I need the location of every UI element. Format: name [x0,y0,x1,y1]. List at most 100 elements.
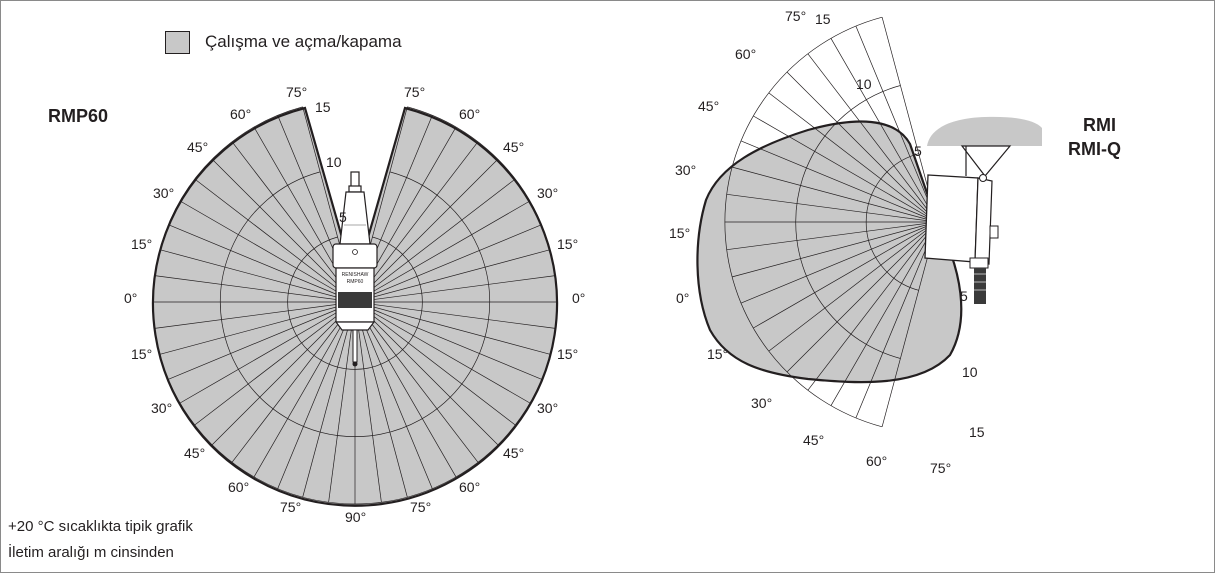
rmp60-ring-label-10: 10 [326,154,342,170]
rmp60-angle-line [354,249,551,303]
probe-brand-text: RENISHAW [342,272,369,278]
rmp60-angle-line [211,301,356,446]
rmp60-ring-label-5: 5 [339,209,347,225]
rmp60-angle-line [211,158,356,303]
rmi-angle-line [786,71,938,223]
rmp60-angle-label: 30° [153,185,174,201]
rmp60-polar-diagram: RENISHAW RMP60 5 10 15 75° 60° 45° 30° 1… [124,84,585,525]
rmp60-probe-illustration: RENISHAW RMP60 [332,171,378,367]
rmp60-ring-label-15: 15 [315,99,331,115]
rmp60-grid [152,106,558,505]
rmi-angle-label: 75° [785,8,806,24]
rmp60-angle-label: 0° [124,290,137,306]
rmp60-angle-line [354,301,516,426]
rmp60-angle-line [253,301,356,478]
rmp60-angle-line [354,301,499,446]
rmp60-angle-line [354,301,479,463]
rmi-angle-line [855,221,938,419]
rmp60-angle-line [159,301,356,355]
rmi-angle-line [726,193,938,223]
rmp60-angle-label: 15° [557,346,578,362]
rmi-angle-line [768,92,938,223]
rmi-angle-label: 60° [735,46,756,62]
rmi-angle-line [732,166,938,223]
rmp60-angle-line [354,178,516,303]
rmp60-angle-label: 30° [537,400,558,416]
rmi-angle-label: 30° [751,395,772,411]
rmp60-angle-label: 60° [228,479,249,495]
rmi-angle-label: 15° [669,225,690,241]
rmp60-angle-label: 15° [557,236,578,252]
rmp60-angle-label: 60° [459,479,480,495]
rmi-angle-line [830,38,938,223]
rmi-range-ring [724,16,883,428]
rmi-angle-line [768,221,938,352]
rmp60-angle-line [194,178,356,303]
rmp60-angle-label: 30° [537,185,558,201]
rmi-ring-label: 10 [962,364,978,380]
rmp60-angle-line [154,301,356,329]
rmp60-angle-label: 75° [404,84,425,100]
rmi-angle-label: 15° [707,346,728,362]
rmp60-angle-line [168,224,356,303]
rmp60-angle-label: 75° [286,84,307,100]
rmp60-angle-label: 0° [572,290,585,306]
rmp60-angle-label: 60° [230,106,251,122]
rmp60-angle-label: 45° [503,445,524,461]
probe-model-text: RMP60 [347,279,364,285]
rmi-ring-label: 5 [960,288,968,304]
rmp60-angle-label: 45° [503,139,524,155]
rmi-angle-line [830,221,938,406]
rmp60-angle-line [354,301,556,329]
rmi-angle-label: 75° [930,460,951,476]
rmp60-angle-line [168,301,356,380]
rmp60-angle-label: 45° [187,139,208,155]
rmp60-angle-label: 75° [280,499,301,515]
rmi-angle-line [753,221,938,329]
rmi-angle-label: 60° [866,453,887,469]
rmi-angle-line [732,221,938,278]
rmi-angle-line [740,140,938,223]
legend-swatch [165,31,190,54]
rmi-q-title: RMI-Q [1068,139,1121,159]
rmp60-angle-line [354,200,531,303]
rmp60-angle-line [354,301,433,489]
rmi-title: RMI [1083,115,1116,135]
rmi-angle-label: 30° [675,162,696,178]
rmp60-angle-line [302,301,356,498]
rmp60-angle-label: 15° [131,236,152,252]
rmp60-angle-line [354,224,542,303]
rmp60-angle-line [179,200,356,303]
rmp60-angle-line [354,301,457,478]
legend-label: Çalışma ve açma/kapama [205,32,402,51]
temperature-note: +20 °C sıcaklıkta tipik grafik [8,518,193,535]
rmi-ring-label: 5 [914,143,922,159]
rmp60-angle-line [354,158,499,303]
rmi-ring-label: 10 [856,76,872,92]
rmp60-angle-line [354,301,382,503]
rmi-angle-line [807,221,938,391]
rmi-angle-line [753,115,938,223]
rmi-angle-label: 45° [803,432,824,448]
rmp60-angle-line [231,301,356,463]
rmp60-angle-label: 60° [459,106,480,122]
rmi-grid [724,16,938,428]
rmi-ring-label: 15 [815,11,831,27]
rmi-receiver-illustration [924,116,1042,304]
rmp60-angle-line [159,249,356,303]
rmi-envelope [696,120,963,384]
range-unit-note: İletim aralığı m cinsinden [8,544,174,561]
rmi-angle-line [855,25,938,223]
rmp60-angle-line [354,141,479,303]
rmp60-angle-line [354,301,542,380]
rmp60-angle-label: 15° [131,346,152,362]
rmi-ring-label: 15 [969,424,985,440]
rmp60-angle-label: 30° [151,400,172,416]
rmp60-angle-line [354,275,556,303]
rmp60-angle-label: 90° [345,509,366,525]
rmp60-title: RMP60 [48,106,109,126]
rmi-angle-line [726,221,938,251]
rmi-angle-label: 45° [698,98,719,114]
rmp60-angle-line [328,301,356,503]
